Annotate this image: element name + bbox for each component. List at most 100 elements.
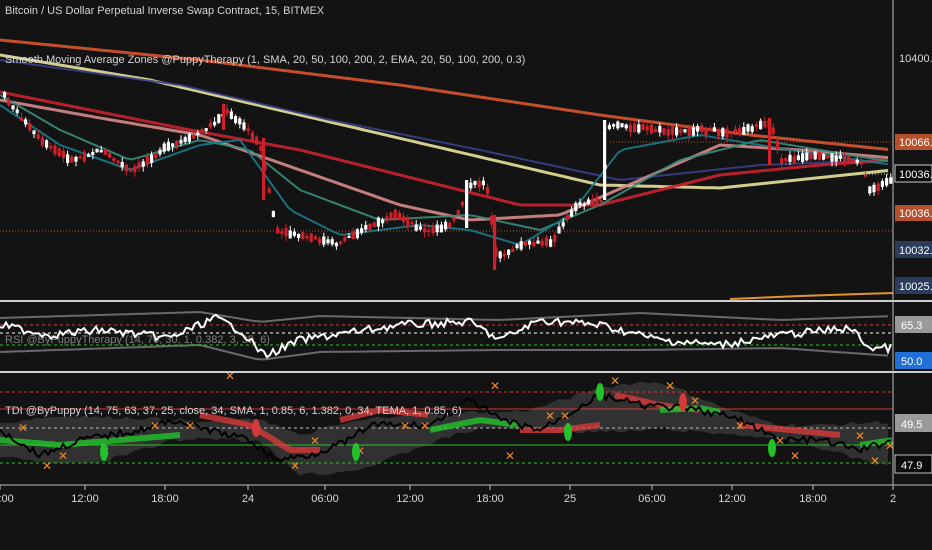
candle xyxy=(418,226,422,230)
tdi-title: TDI @ByPuppy (14, 75, 63, 37, 25, close,… xyxy=(5,405,462,417)
rsi-tag-bg xyxy=(895,352,932,369)
candle xyxy=(255,136,259,145)
candle xyxy=(528,240,532,245)
candle xyxy=(603,120,607,200)
time-tick-label: 12:00 xyxy=(718,493,746,505)
time-tick-label: 18:00 xyxy=(151,493,179,505)
candle xyxy=(322,236,326,245)
tdi-ribbon xyxy=(339,406,429,423)
candle xyxy=(11,105,15,110)
candle xyxy=(280,231,284,234)
candle xyxy=(675,127,679,136)
candle xyxy=(679,129,683,133)
tdi-signal-marker: ✕ xyxy=(665,379,675,393)
time-tick-label: 12:00 xyxy=(71,493,99,505)
candle xyxy=(242,122,246,130)
candle xyxy=(759,120,763,130)
tdi-signal-marker: ✕ xyxy=(490,379,500,393)
candle xyxy=(431,226,435,234)
tdi-signal-marker: ✕ xyxy=(185,419,195,433)
candle xyxy=(645,126,649,131)
tdi-signal-marker: ✕ xyxy=(885,439,895,453)
candle xyxy=(876,183,880,192)
candle xyxy=(507,249,511,255)
candle xyxy=(222,104,226,130)
candle xyxy=(259,146,263,151)
candle xyxy=(557,226,561,234)
tdi-signal-marker: ✕ xyxy=(545,409,555,423)
time-tick-label: 18:00 xyxy=(799,493,827,505)
candle xyxy=(103,149,107,155)
candle xyxy=(768,118,772,165)
candle xyxy=(666,128,670,136)
candle xyxy=(376,217,380,227)
candle xyxy=(196,132,200,136)
candle xyxy=(99,150,103,153)
candle xyxy=(87,154,91,157)
candle xyxy=(162,143,166,152)
candle xyxy=(116,160,120,164)
price-tag-bg xyxy=(894,164,932,183)
candle xyxy=(683,129,687,133)
price-axis[interactable]: 10400.0 10066.0 10036.0 10036.0 10032.5 … xyxy=(894,50,932,294)
candle xyxy=(225,109,229,114)
tdi-pane[interactable]: ✕✕✕✕✕✕✕✕✕✕✕✕✕✕✕✕✕✕✕✕✕✕✕✕✕ xyxy=(0,369,895,476)
candle xyxy=(246,128,250,132)
candle xyxy=(435,224,439,233)
rsi-pane[interactable] xyxy=(0,310,893,361)
candle xyxy=(120,162,124,168)
candle xyxy=(565,215,569,220)
candle xyxy=(801,153,805,162)
rsi-upper-band xyxy=(0,310,889,323)
candle xyxy=(175,140,179,147)
candle xyxy=(725,128,729,138)
candle xyxy=(360,228,364,233)
candle xyxy=(318,238,322,244)
sma-zones-title: Smooth Moving Average Zones @PuppyTherap… xyxy=(5,54,525,66)
tdi-signal-marker: ✕ xyxy=(560,409,570,423)
candle xyxy=(292,231,296,236)
candle xyxy=(549,239,553,247)
candle xyxy=(141,161,145,167)
tdi-axis[interactable]: 49.5 47.9 xyxy=(894,414,932,474)
price-tag-bg xyxy=(895,50,932,66)
candle xyxy=(754,124,758,127)
rsi-axis[interactable]: 65.3 50.0 xyxy=(895,316,932,369)
candle xyxy=(771,127,775,135)
candle xyxy=(82,152,86,162)
candle xyxy=(339,241,343,244)
candle xyxy=(817,151,821,160)
price-pane[interactable] xyxy=(0,38,894,300)
candle xyxy=(137,162,141,169)
candle xyxy=(481,180,485,186)
tdi-ribbon xyxy=(429,417,519,433)
candle xyxy=(57,148,61,157)
candle xyxy=(28,123,32,131)
candle xyxy=(486,187,490,195)
candle xyxy=(385,216,389,220)
candle xyxy=(473,181,477,185)
candle xyxy=(364,224,368,230)
candle xyxy=(851,159,855,164)
tdi-signal-blob xyxy=(596,383,604,401)
candle xyxy=(628,124,632,132)
tdi-signal-marker: ✕ xyxy=(310,434,320,448)
time-axis[interactable]: 06:00 12:00 18:00 24 06:00 12:00 18:00 25 06:00 1… xyxy=(0,485,896,505)
candle xyxy=(859,161,863,165)
candle xyxy=(150,154,154,164)
tdi-signal-blob xyxy=(252,419,260,437)
time-tick-label: 06:00 xyxy=(638,493,666,505)
tdi-signal-blob xyxy=(352,443,360,461)
candle xyxy=(452,217,456,221)
tdi-signal-blob xyxy=(768,439,776,457)
candle xyxy=(129,169,133,172)
tdi-signal-marker: ✕ xyxy=(690,394,700,408)
candle xyxy=(599,199,603,203)
price-tick-label: 10032.5 xyxy=(899,245,932,257)
candle xyxy=(3,92,7,98)
time-tick-label: 12:00 xyxy=(396,493,424,505)
candle xyxy=(708,128,712,131)
candle xyxy=(183,137,187,142)
ma200-dark-line xyxy=(0,59,889,181)
